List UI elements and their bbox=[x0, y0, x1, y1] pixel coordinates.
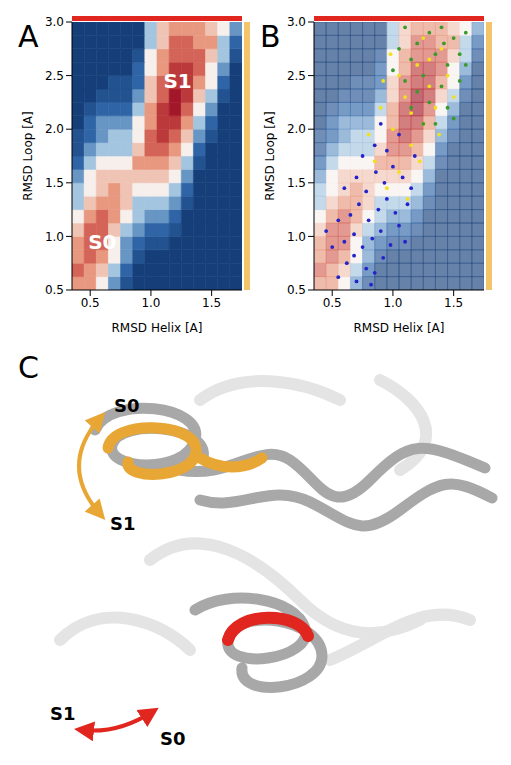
svg-text:1.5: 1.5 bbox=[45, 176, 64, 190]
svg-text:0.5: 0.5 bbox=[45, 283, 64, 297]
svg-text:1.0: 1.0 bbox=[141, 296, 160, 310]
svg-text:RMSD Loop [A]: RMSD Loop [A] bbox=[21, 111, 35, 201]
html-text:A: A bbox=[18, 19, 39, 54]
svg-text:2.0: 2.0 bbox=[287, 122, 306, 136]
svg-text:3.0: 3.0 bbox=[45, 15, 64, 29]
svg-text:3.0: 3.0 bbox=[287, 15, 306, 29]
svg-text:0.5: 0.5 bbox=[81, 296, 100, 310]
svg-text:S1: S1 bbox=[163, 69, 191, 93]
svg-text:1.5: 1.5 bbox=[202, 296, 221, 310]
svg-text:1.0: 1.0 bbox=[287, 230, 306, 244]
svg-text:S1: S1 bbox=[110, 513, 136, 534]
svg-text:S0: S0 bbox=[88, 230, 116, 254]
svg-text:S1: S1 bbox=[50, 703, 76, 724]
html-text:B: B bbox=[260, 19, 281, 54]
svg-text:RMSD Helix [A]: RMSD Helix [A] bbox=[112, 321, 203, 335]
svg-text:2.0: 2.0 bbox=[45, 122, 64, 136]
svg-text:1.5: 1.5 bbox=[287, 176, 306, 190]
svg-text:RMSD Loop [A]: RMSD Loop [A] bbox=[263, 111, 277, 201]
svg-text:1.0: 1.0 bbox=[383, 296, 402, 310]
svg-text:2.5: 2.5 bbox=[45, 69, 64, 83]
svg-text:S0: S0 bbox=[160, 728, 186, 749]
svg-text:0.5: 0.5 bbox=[323, 296, 342, 310]
svg-text:C: C bbox=[18, 350, 39, 385]
svg-text:S0: S0 bbox=[114, 395, 140, 416]
svg-text:0.5: 0.5 bbox=[287, 283, 306, 297]
svg-text:RMSD Helix [A]: RMSD Helix [A] bbox=[354, 321, 445, 335]
svg-text:1.5: 1.5 bbox=[444, 296, 463, 310]
svg-text:1.0: 1.0 bbox=[45, 230, 64, 244]
svg-text:2.5: 2.5 bbox=[287, 69, 306, 83]
